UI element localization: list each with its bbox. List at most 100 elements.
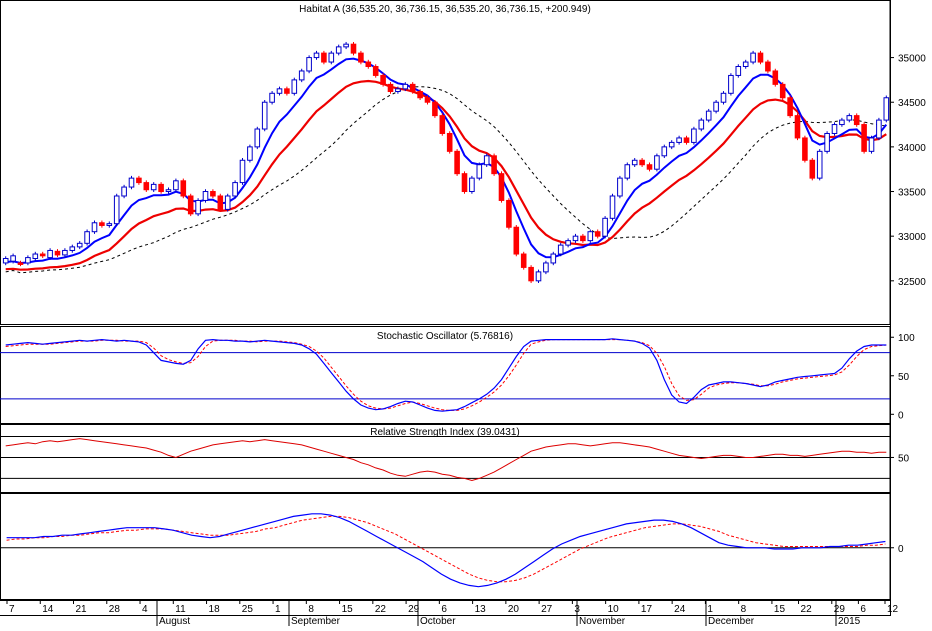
rsi-axis-tick-label: 50 [898,453,910,464]
date-tick-label: 1 [707,604,713,615]
month-label: 2015 [838,616,861,626]
candle-down [217,195,224,210]
candle-down [380,74,386,85]
candle-down [454,150,460,175]
date-tick-label: 8 [308,604,314,615]
candle-down [528,266,534,282]
candle-up [602,217,608,237]
candle-down [99,222,105,226]
macd-axis-tick-label: 0 [898,544,904,555]
rsi-panel [0,424,891,493]
date-tick-label: 7 [9,604,15,615]
candle-up [824,132,830,152]
candle-up [121,186,127,197]
candle-down [417,91,423,99]
candle-down [765,61,771,72]
candle-down [350,43,357,54]
candle-up [750,52,756,63]
candle-up [224,195,231,210]
candle-up [69,246,76,251]
candle-down [387,83,394,93]
candle-up [247,146,253,161]
candle-up [483,155,490,166]
candle-down [365,61,372,68]
candle-up [276,88,283,94]
candle-down [594,231,601,237]
price-axis-tick-label: 33000 [898,232,926,243]
candle-up [173,180,179,191]
candle-up [831,124,838,134]
candle-up [868,137,875,152]
candle-up [84,231,90,244]
stochastic-k-line [5,338,887,412]
candle-up [10,255,16,262]
candle-up [261,101,268,130]
month-label: November [579,616,626,626]
candle-down [210,191,216,197]
candle-up [202,191,209,201]
candle-up [609,195,616,219]
date-tick-label: 25 [242,604,254,615]
candle-down [757,52,764,63]
candle-up [25,257,31,264]
candle-up [713,101,719,112]
date-tick-label: 15 [774,604,786,615]
date-tick-label: 4 [142,604,148,615]
candle-up [343,43,349,48]
month-label: September [291,616,341,626]
price-axis-tick-label: 34500 [898,98,926,109]
candle-up [91,222,98,233]
candle-up [587,231,594,242]
candle-up [816,150,823,179]
candle-up [654,155,660,170]
stochastic-axis-tick-label: 100 [898,333,915,344]
candle-down [683,137,690,143]
date-tick-label: 18 [209,604,221,615]
candle-up [668,141,675,148]
candle-up [335,46,342,54]
candle-up [535,271,542,282]
date-tick-label: 20 [508,604,520,615]
date-tick-label: 21 [76,604,88,615]
candle-down [779,83,786,99]
candle-up [720,92,727,103]
candle-down [180,180,187,197]
candle-down [439,115,446,134]
candle-up [728,74,734,94]
candle-up [572,235,579,242]
date-tick-label: 6 [860,604,866,615]
candle-up [691,128,697,143]
candle-down [358,52,364,63]
candle-down [787,97,793,117]
macd-frame [0,493,891,600]
candle-down [187,195,194,215]
candle-up [676,137,682,143]
candle-down [54,250,61,256]
candle-up [402,83,409,90]
date-tick-label: 22 [801,604,813,615]
date-tick-label: 11 [175,604,186,615]
month-label: October [420,616,456,626]
candle-up [313,52,320,59]
candle-up [128,177,135,188]
candle-down [802,137,808,161]
candle-down [158,183,164,193]
date-tick-label: 24 [674,604,686,615]
candle-down [39,253,46,257]
date-tick-label: 10 [608,604,620,615]
date-tick-label: 29 [408,604,420,615]
date-tick-label: 28 [109,604,121,615]
date-tick-label: 13 [475,604,487,615]
candle-up [557,244,564,255]
stochastic-title: Stochastic Oscillator (5.76816) [377,331,513,342]
candle-up [306,57,312,72]
candle-up [76,242,83,248]
candle-up [165,189,172,193]
candle-down [136,177,142,184]
candle-up [254,128,261,148]
date-tick-label: 12 [887,604,899,615]
candle-down [17,262,24,265]
candle-down [513,226,520,255]
